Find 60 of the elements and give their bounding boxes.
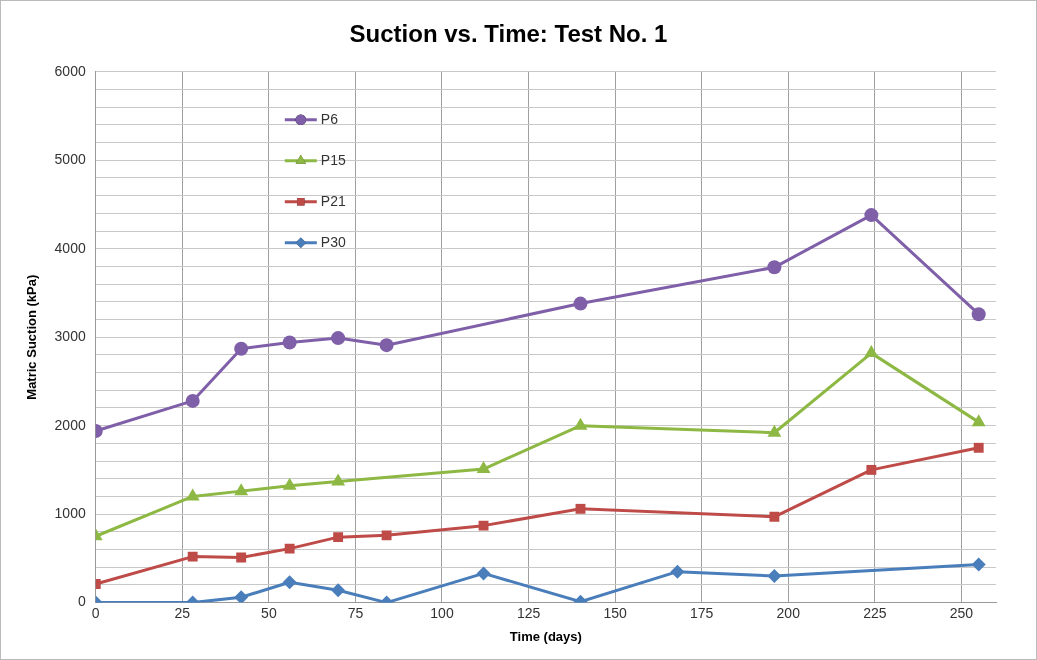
x-axis-title: Time (days) — [509, 628, 582, 644]
x-tick-label: 175 — [690, 604, 714, 621]
point — [284, 543, 295, 554]
y-axis-title: Matric Suction (kPa) — [24, 274, 40, 400]
point — [234, 590, 249, 603]
y-tick-label: 2000 — [54, 416, 86, 433]
point — [670, 564, 685, 579]
point — [185, 488, 200, 501]
point — [282, 575, 297, 590]
y-tick-label: 6000 — [54, 62, 86, 79]
point — [864, 345, 879, 358]
point — [331, 583, 346, 598]
point — [971, 307, 986, 322]
legend-label: P6 — [320, 110, 339, 127]
x-tick-label: 100 — [430, 604, 454, 621]
point — [573, 296, 588, 311]
y-tick-label: 3000 — [54, 328, 86, 345]
x-tick-label: 0 — [91, 604, 100, 621]
point — [379, 338, 394, 353]
point — [234, 483, 249, 496]
y-tick-label: 1000 — [54, 504, 86, 521]
legend-label: P21 — [320, 192, 346, 209]
point — [185, 393, 200, 408]
point — [767, 260, 782, 275]
x-tick-label: 50 — [261, 604, 277, 621]
point — [864, 208, 879, 223]
point — [476, 461, 491, 474]
x-tick-label: 250 — [949, 604, 974, 621]
point — [333, 532, 344, 543]
point — [573, 417, 588, 430]
x-tick-label: 200 — [776, 604, 801, 621]
point — [866, 464, 877, 475]
point — [476, 566, 491, 581]
y-tick-label: 4000 — [54, 239, 86, 256]
point — [282, 477, 297, 490]
point — [575, 503, 586, 514]
point — [381, 530, 392, 541]
point — [282, 335, 297, 350]
y-tick-label: 5000 — [54, 151, 86, 168]
point — [971, 414, 986, 427]
point — [769, 511, 780, 522]
point — [187, 551, 198, 562]
point — [234, 341, 249, 356]
x-tick-label: 25 — [174, 604, 191, 621]
y-tick-label: 0 — [77, 593, 86, 610]
point — [973, 442, 984, 453]
point — [971, 557, 986, 572]
point — [767, 569, 782, 584]
point — [331, 331, 346, 346]
point — [331, 473, 346, 486]
x-tick-label: 125 — [516, 604, 541, 621]
x-tick-label: 75 — [347, 604, 364, 621]
legend-label: P30 — [320, 233, 346, 250]
chart-title: Suction vs. Time: Test No. 1 — [349, 20, 668, 48]
point — [478, 520, 489, 531]
x-tick-label: 225 — [863, 604, 887, 621]
x-tick-label: 150 — [603, 604, 628, 621]
point — [236, 552, 247, 563]
point — [767, 424, 782, 437]
legend-label: P15 — [320, 151, 346, 168]
